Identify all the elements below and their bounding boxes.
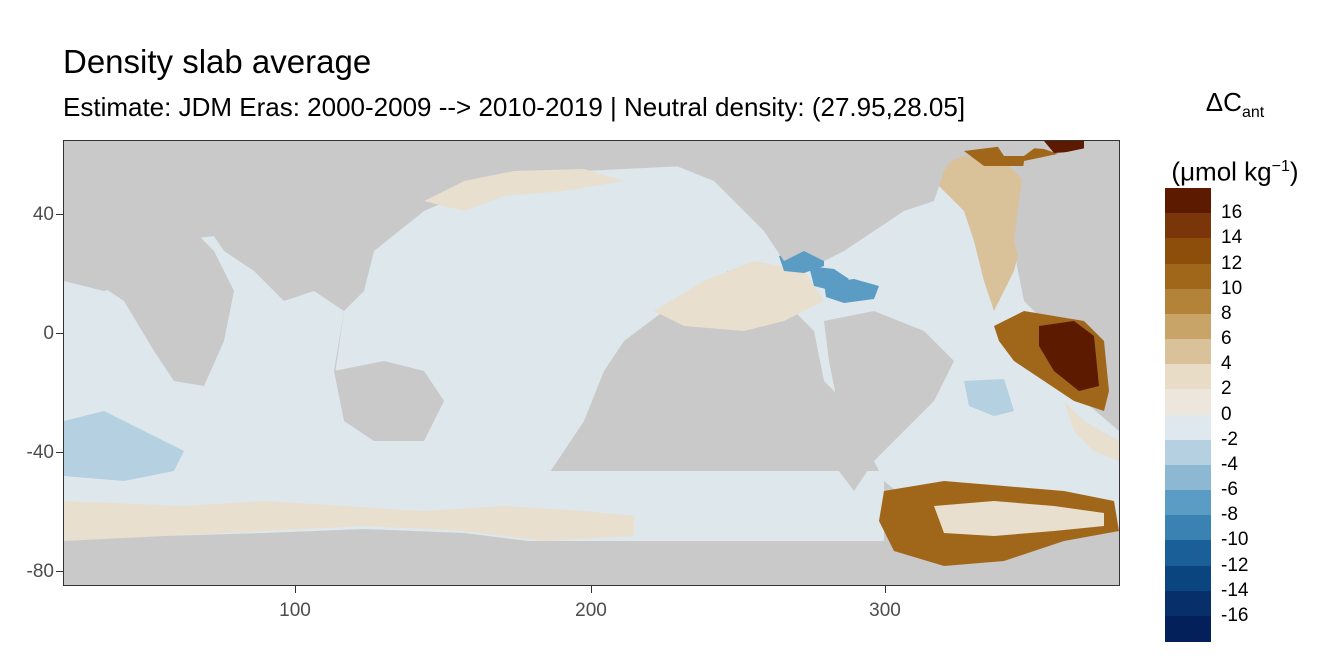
x-tick-100 bbox=[295, 586, 296, 593]
map-svg bbox=[64, 141, 1119, 585]
legend-swatch bbox=[1165, 188, 1211, 214]
legend-swatch bbox=[1165, 515, 1211, 541]
legend-swatch bbox=[1165, 288, 1211, 315]
legend-unit: (μmol kg−1) bbox=[1160, 149, 1310, 190]
legend-unit-sup: −1 bbox=[1271, 158, 1290, 176]
legend-label: 12 bbox=[1221, 252, 1243, 274]
equatorial-pacific-tan-region bbox=[654, 261, 824, 331]
legend-label: -12 bbox=[1221, 554, 1249, 576]
weddell-sea-tan-region bbox=[934, 501, 1104, 536]
y-tick-label-minus80: -80 bbox=[26, 561, 54, 582]
land bbox=[64, 141, 1119, 585]
legend-swatch bbox=[1165, 414, 1211, 441]
y-tick-0 bbox=[56, 333, 63, 334]
south-atlantic-tan-region bbox=[1064, 401, 1119, 461]
legend-swatch bbox=[1165, 615, 1211, 642]
legend-swatch bbox=[1165, 339, 1211, 365]
y-tick-40 bbox=[56, 214, 63, 215]
south-america-land bbox=[824, 311, 954, 491]
southern-indian-tan-region bbox=[64, 501, 634, 541]
legend-swatch bbox=[1165, 238, 1211, 265]
caribbean-east-blue-region bbox=[824, 279, 879, 303]
x-tick-200 bbox=[591, 586, 592, 593]
asia-land bbox=[184, 141, 484, 311]
pacific-ocean bbox=[334, 166, 804, 521]
legend-subscript: ant bbox=[1241, 104, 1265, 122]
legend-label: -10 bbox=[1221, 529, 1249, 551]
legend-swatch bbox=[1165, 313, 1211, 340]
x-tick-label-100: 100 bbox=[279, 600, 311, 621]
legend-swatch bbox=[1165, 540, 1211, 567]
legend-swatch bbox=[1165, 590, 1211, 617]
legend-label: 0 bbox=[1221, 403, 1232, 425]
europe-land bbox=[1014, 141, 1119, 321]
x-tick-label-300: 300 bbox=[869, 600, 901, 621]
legend-label: 10 bbox=[1221, 277, 1243, 299]
southwest-indian-lightblue-region bbox=[64, 411, 184, 481]
tropical-atlantic-core-region bbox=[1039, 321, 1099, 391]
legend-label: -4 bbox=[1221, 453, 1238, 475]
subpolar-atlantic-dark-region bbox=[1044, 141, 1084, 153]
plot-title: Density slab average bbox=[63, 43, 372, 80]
legend-swatch bbox=[1165, 263, 1211, 290]
legend-label: 8 bbox=[1221, 302, 1232, 324]
y-tick-label-40: 40 bbox=[32, 204, 54, 225]
legend-label: -16 bbox=[1221, 604, 1249, 626]
greenland-land bbox=[994, 141, 1044, 156]
legend-colorbar bbox=[1165, 188, 1211, 642]
legend-symbol: ΔC bbox=[1205, 87, 1242, 117]
legend-label: 14 bbox=[1221, 227, 1243, 249]
africa-land bbox=[64, 141, 234, 386]
legend-swatch bbox=[1165, 490, 1211, 516]
legend-unit-prefix: (μmol kg bbox=[1171, 156, 1272, 187]
legend-title: ΔCant (μmol kg−1) bbox=[1160, 84, 1310, 190]
legend-swatch bbox=[1165, 439, 1211, 466]
y-tick-minus40 bbox=[56, 452, 63, 453]
plot-subtitle: Estimate: JDM Eras: 2000-2009 --> 2010-2… bbox=[63, 92, 966, 122]
australia-land bbox=[334, 361, 444, 441]
legend-swatch bbox=[1165, 364, 1211, 390]
legend-label: -2 bbox=[1221, 428, 1238, 450]
y-tick-label-minus40: -40 bbox=[26, 442, 54, 463]
map-panel bbox=[63, 140, 1120, 586]
south-atlantic-lightblue-region bbox=[964, 379, 1014, 416]
legend-label: 6 bbox=[1221, 328, 1232, 349]
y-tick-minus80 bbox=[56, 571, 63, 572]
y-tick-label-0: 0 bbox=[43, 323, 54, 344]
legend-swatch bbox=[1165, 389, 1211, 416]
north-atlantic-tan-region bbox=[924, 156, 1024, 311]
legend-unit-suffix: ) bbox=[1289, 156, 1299, 187]
legend-label: -8 bbox=[1221, 504, 1238, 526]
legend-swatch bbox=[1165, 464, 1211, 491]
legend-label: 4 bbox=[1221, 353, 1232, 375]
legend-swatch bbox=[1165, 213, 1211, 239]
x-tick-label-200: 200 bbox=[575, 600, 607, 621]
legend-swatch bbox=[1165, 565, 1211, 592]
legend-label: -6 bbox=[1221, 479, 1238, 500]
north-pacific-tan-region bbox=[424, 169, 624, 211]
x-tick-300 bbox=[885, 586, 886, 593]
legend-label: -14 bbox=[1221, 579, 1249, 601]
legend-label: 2 bbox=[1221, 378, 1232, 400]
north-america-land bbox=[624, 141, 964, 261]
legend-label: 16 bbox=[1221, 202, 1243, 224]
antarctica-land bbox=[64, 529, 1119, 585]
